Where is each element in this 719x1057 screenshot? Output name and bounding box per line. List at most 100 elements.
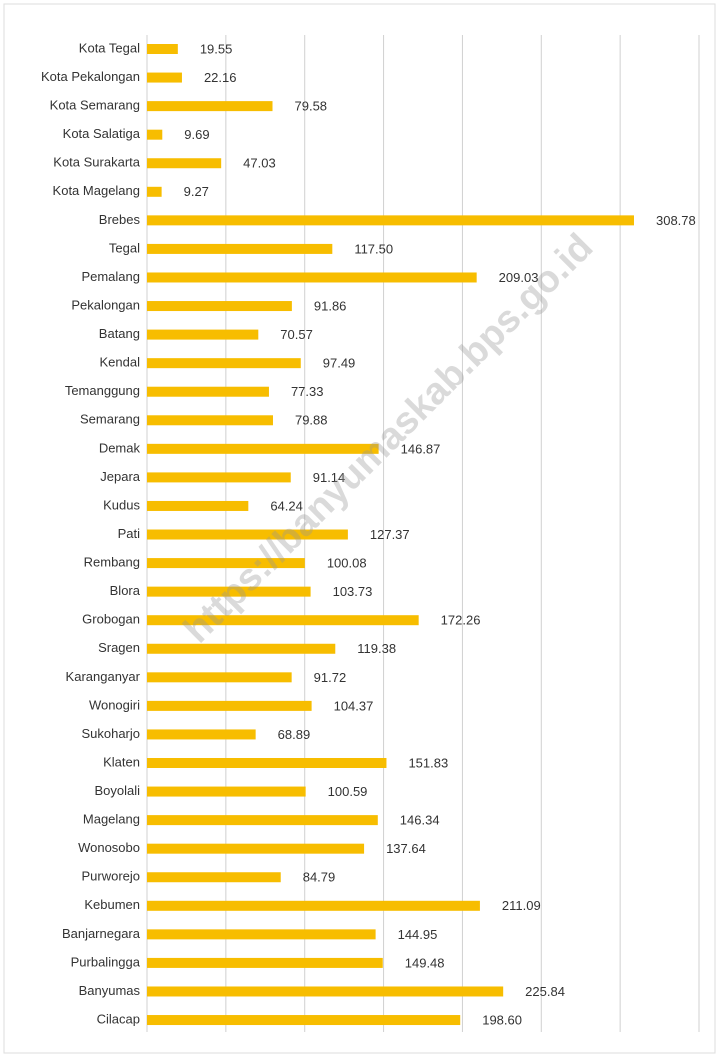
category-label: Jepara <box>100 469 141 484</box>
category-label: Wonogiri <box>89 697 140 712</box>
category-label: Demak <box>99 440 141 455</box>
category-label: Kota Pekalongan <box>41 69 140 84</box>
bar <box>147 558 305 569</box>
bar <box>147 643 336 654</box>
category-label: Banyumas <box>79 983 141 998</box>
bar <box>147 186 162 197</box>
bar <box>147 358 301 369</box>
value-label: 79.58 <box>295 99 328 114</box>
bar <box>147 44 178 54</box>
value-label: 103.73 <box>333 584 373 599</box>
category-label: Kudus <box>103 497 140 512</box>
bar <box>147 672 292 683</box>
value-label: 70.57 <box>280 327 313 342</box>
bar <box>147 158 222 169</box>
bar <box>147 272 477 283</box>
category-label: Temanggung <box>65 383 140 398</box>
category-label: Kota Tegal <box>79 40 140 55</box>
value-label: 19.55 <box>200 41 233 56</box>
category-label: Rembang <box>84 555 140 570</box>
category-label: Pekalongan <box>71 297 140 312</box>
value-label: 91.14 <box>313 470 346 485</box>
bar <box>147 129 163 140</box>
value-label: 9.69 <box>184 127 209 142</box>
category-label: Blora <box>110 583 141 598</box>
category-label: Cilacap <box>97 1011 140 1026</box>
value-label: 117.50 <box>354 241 393 256</box>
bar <box>147 500 249 511</box>
category-label: Karanganyar <box>66 669 141 684</box>
value-label: 100.59 <box>328 784 368 799</box>
value-label: 97.49 <box>323 356 356 371</box>
value-label: 209.03 <box>499 270 539 285</box>
value-label: 47.03 <box>243 156 276 171</box>
value-label: 84.79 <box>303 870 336 885</box>
bar <box>147 786 306 797</box>
bar <box>147 872 281 883</box>
bar <box>147 586 311 597</box>
value-label: 119.38 <box>357 641 396 656</box>
category-label: Kota Magelang <box>53 183 140 198</box>
bar <box>147 986 504 997</box>
bar <box>147 957 383 968</box>
value-label: 79.88 <box>295 413 328 428</box>
bar <box>147 529 348 540</box>
bar <box>147 843 365 854</box>
bar <box>147 329 259 340</box>
bar <box>147 729 256 740</box>
bar <box>147 900 480 911</box>
value-label: 91.86 <box>314 298 347 313</box>
category-label: Tegal <box>109 240 140 255</box>
bar <box>147 815 378 826</box>
value-label: 137.64 <box>386 841 426 856</box>
category-label: Pemalang <box>81 269 140 284</box>
category-label: Sragen <box>98 640 140 655</box>
bar <box>147 415 273 426</box>
category-label: Purworejo <box>81 869 140 884</box>
value-label: 144.95 <box>398 927 438 942</box>
category-label: Grobogan <box>82 612 140 627</box>
category-label: Kota Salatiga <box>63 126 141 141</box>
category-label: Purbalingga <box>71 954 141 969</box>
category-label: Wonosobo <box>78 840 140 855</box>
value-label: 104.37 <box>334 698 374 713</box>
category-label: Boyolali <box>94 783 140 798</box>
value-label: 64.24 <box>270 498 303 513</box>
value-label: 22.16 <box>204 70 237 85</box>
bar <box>147 243 333 254</box>
category-label: Pati <box>118 526 141 541</box>
value-label: 100.08 <box>327 556 367 571</box>
bar <box>147 472 291 483</box>
bar <box>147 301 292 312</box>
category-label: Semarang <box>80 412 140 427</box>
category-label: Kota Surakarta <box>53 155 140 170</box>
value-label: 172.26 <box>441 613 481 628</box>
frame <box>3 3 716 1054</box>
value-label: 308.78 <box>656 213 696 228</box>
category-label: Batang <box>99 326 140 341</box>
bar <box>147 443 379 454</box>
bar <box>147 386 269 397</box>
category-label: Klaten <box>103 754 140 769</box>
value-label: 9.27 <box>184 184 209 199</box>
bar <box>147 215 634 226</box>
value-label: 198.60 <box>482 1012 522 1027</box>
category-label: Brebes <box>99 212 141 227</box>
bar <box>147 700 312 711</box>
category-label: Kota Semarang <box>50 98 140 113</box>
value-label: 146.34 <box>400 813 440 828</box>
bar <box>147 758 387 768</box>
category-label: Magelang <box>83 812 140 827</box>
bar <box>147 615 419 626</box>
bar <box>147 72 182 83</box>
value-label: 77.33 <box>291 384 324 399</box>
bar <box>147 1015 461 1026</box>
category-label: Kendal <box>100 355 141 370</box>
value-label: 149.48 <box>405 955 445 970</box>
bar <box>147 929 376 940</box>
value-label: 91.72 <box>314 670 347 685</box>
value-label: 211.09 <box>502 898 541 913</box>
category-label: Kebumen <box>84 897 140 912</box>
category-label: Banjarnegara <box>62 926 141 941</box>
